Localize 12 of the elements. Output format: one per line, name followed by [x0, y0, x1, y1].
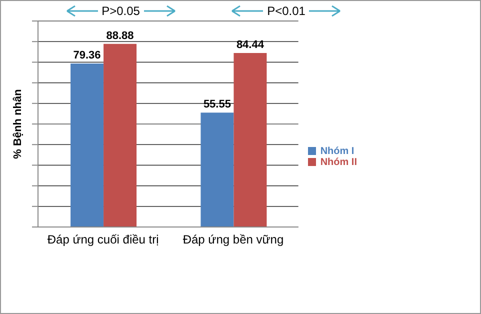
bar — [70, 64, 104, 227]
bar — [200, 112, 234, 227]
legend-label: Nhóm II — [320, 157, 357, 168]
data-label: 79.36 — [73, 50, 101, 62]
legend-label: Nhóm I — [320, 146, 354, 157]
bar — [234, 53, 267, 227]
bar — [104, 44, 137, 227]
data-label: 88.88 — [106, 30, 134, 42]
x-tick-label: Đáp ứng bền vững — [182, 232, 284, 247]
x-tick-label: Đáp ứng cuối điều trị — [47, 232, 159, 247]
y-axis-title: % Bệnh nhân — [12, 88, 24, 159]
data-label: 84.44 — [236, 39, 265, 52]
